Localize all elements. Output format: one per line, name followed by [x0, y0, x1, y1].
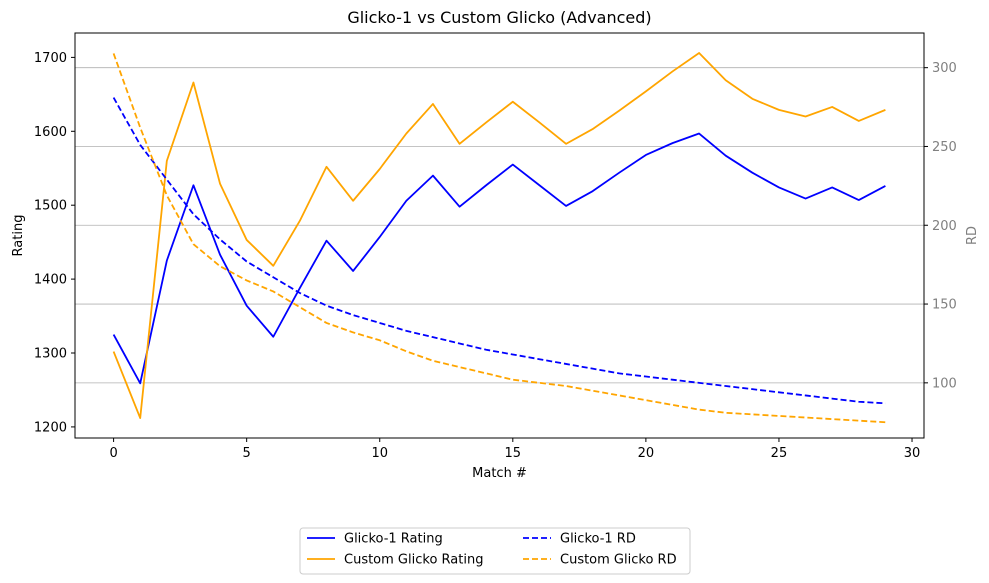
- legend-items: Glicko-1 Rating Custom Glicko Rating Glick…: [307, 532, 677, 568]
- grid-layer: [75, 67, 924, 384]
- x-tick-label: 5: [243, 446, 251, 461]
- y2-tick-label: 200: [932, 219, 957, 234]
- y-axis-label: Rating: [11, 215, 26, 257]
- x-axis-label: Match #: [472, 466, 527, 481]
- legend-label: Glicko-1 RD: [560, 532, 636, 547]
- legend-label: Custom Glicko RD: [560, 553, 677, 568]
- y2-axis-label: RD: [965, 226, 980, 245]
- x-tick-label: 15: [505, 446, 522, 461]
- x-tick-label: 30: [904, 446, 921, 461]
- legend: Glicko-1 Rating Custom Glicko Rating Glick…: [299, 527, 691, 575]
- series-line-glicko-1-rd: [112, 97, 886, 405]
- y-tick-label: 1500: [34, 199, 67, 214]
- series-line-custom-glicko-rating: [112, 52, 886, 419]
- y-tick-label: 1300: [34, 347, 67, 362]
- x-tick-label: 10: [371, 446, 388, 461]
- axes-layer: 0 5 10 15 20 25 30 1200 1300 1400 1500 1600 1700 100 1…: [34, 51, 957, 461]
- series-line-glicko-1-rating: [112, 132, 886, 385]
- series-line-custom-glicko-rd: [112, 53, 886, 424]
- series-layer: [112, 52, 886, 424]
- y2-tick-label: 150: [932, 298, 957, 313]
- y2-tick-label: 250: [932, 140, 957, 155]
- x-tick-label: 25: [771, 446, 788, 461]
- y-tick-label: 1600: [34, 125, 67, 140]
- y-tick-label: 1400: [34, 273, 67, 288]
- y2-tick-label: 300: [932, 61, 957, 76]
- legend-label: Custom Glicko Rating: [344, 553, 483, 568]
- x-tick-label: 0: [109, 446, 117, 461]
- x-tick-label: 20: [638, 446, 655, 461]
- chart-title: Glicko-1 vs Custom Glicko (Advanced): [347, 8, 651, 27]
- legend-box: [299, 527, 691, 575]
- legend-label: Glicko-1 Rating: [344, 532, 443, 547]
- y2-tick-label: 100: [932, 376, 957, 391]
- y-tick-label: 1700: [34, 51, 67, 66]
- plot-frame: [74, 32, 925, 439]
- y-tick-label: 1200: [34, 420, 67, 435]
